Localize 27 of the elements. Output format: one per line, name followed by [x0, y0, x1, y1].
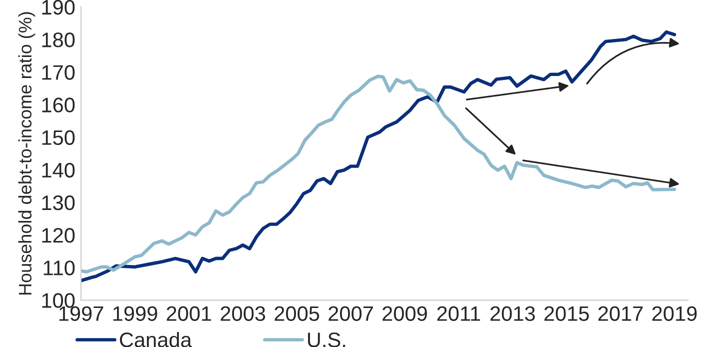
- y-tick-label: 160: [42, 98, 75, 112]
- y-tick-label: 140: [42, 162, 75, 178]
- y-tick-label: 190: [42, 0, 75, 15]
- y-tick-label: 170: [42, 65, 75, 80]
- y-tick-label: 130: [42, 195, 75, 210]
- x-tick-label: 2005: [274, 306, 320, 322]
- y-tick-label: 150: [42, 130, 75, 146]
- legend-label: U.S.: [308, 332, 346, 347]
- y-tick-label: 100: [42, 293, 75, 308]
- x-tick-label: 2007: [328, 306, 373, 322]
- line-series: [81, 74, 676, 274]
- legend-label: Canada: [120, 332, 192, 347]
- x-tick-label: 2013: [490, 306, 535, 322]
- x-tick-label: 2003: [220, 306, 266, 322]
- x-tick-label: 1997: [59, 306, 104, 322]
- x-tick-label: 2009: [382, 306, 427, 322]
- y-tick-label: 180: [42, 32, 75, 48]
- line-series: [81, 30, 676, 282]
- x-tick-label: 2001: [166, 306, 212, 322]
- x-tick-label: 2011: [437, 306, 480, 322]
- y-tick-label: 120: [42, 228, 75, 243]
- y-axis-title: Household debt-to-income ratio (%): [18, 12, 36, 295]
- x-tick-label: 2019: [652, 306, 697, 322]
- y-tick-label: 110: [44, 260, 75, 276]
- x-tick-label: 2017: [598, 306, 643, 322]
- x-tick-label: 2015: [544, 306, 589, 322]
- x-tick-label: 1999: [113, 306, 158, 322]
